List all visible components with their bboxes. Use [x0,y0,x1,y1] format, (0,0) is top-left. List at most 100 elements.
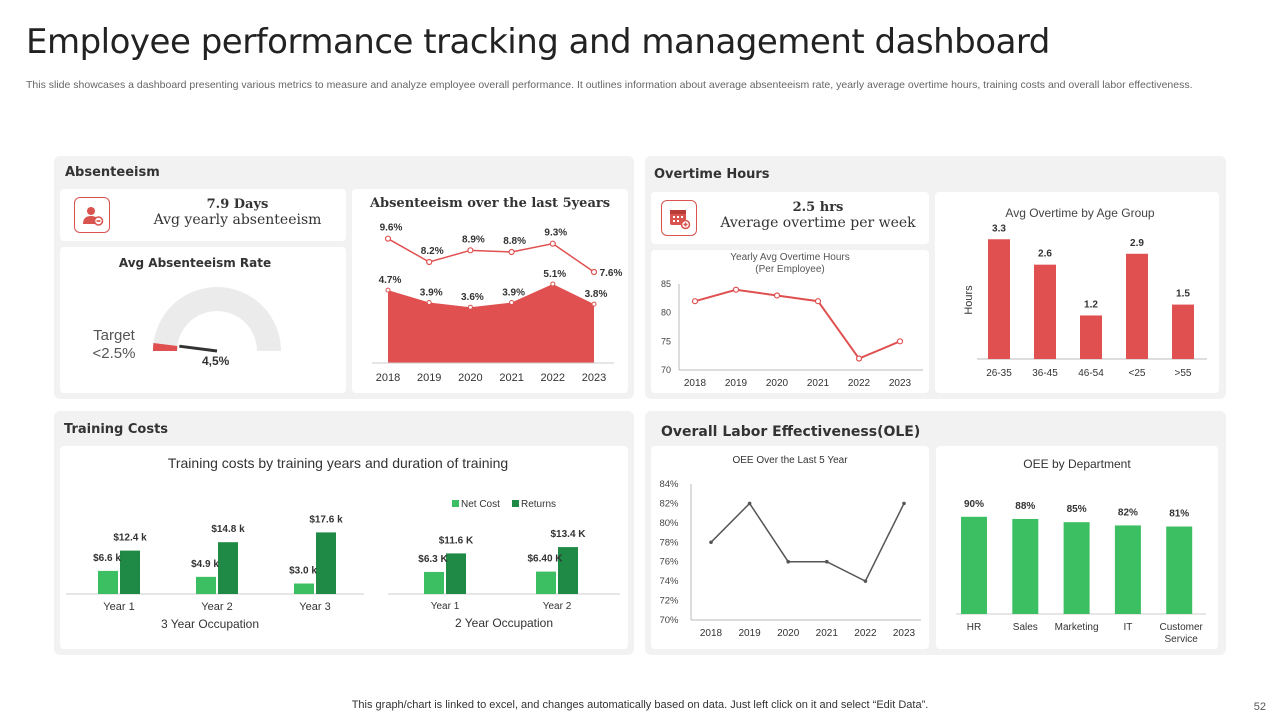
x-tick-label: Sales [1013,622,1038,633]
absenteeism-gauge-card: Avg Absenteeism Rate Target <2.5% 4,5% [60,247,346,393]
bar-data-label: 90% [964,499,984,510]
x-tick-label: 2021 [816,628,839,639]
overtime-kpi-label: Average overtime per week [720,215,916,231]
page-subtitle: This slide showcases a dashboard present… [26,79,1193,91]
training-panel: Training Costs Training costs by trainin… [54,411,634,655]
x-tick-label: IT [1123,622,1132,633]
x-tick-label: 2020 [766,378,789,389]
overtime-point [896,338,904,345]
overtime-kpi-value: 2.5 hrs [792,200,844,215]
x-tick-label: 2020 [777,628,800,639]
net-cost-label: $3.0 k [289,566,317,577]
dept-bar [1166,526,1193,614]
absenteeism-panel: Absenteeism 7.9 Days Avg yearly absentee… [54,156,634,399]
area-data-label: 3.6% [461,292,484,303]
net-cost-bar [98,570,118,594]
footer-note: This graph/chart is linked to excel, and… [351,699,929,711]
x-tick-label: 2021 [499,372,523,384]
y-tick-label: 72% [659,596,679,607]
page-number: 52 [1253,701,1266,713]
absenteeism-line [387,238,595,273]
x-tick-label: Year 2 [543,601,572,612]
line-data-label: 8.8% [503,236,526,247]
oee-point [863,579,868,583]
area-point [467,304,473,310]
x-tick-label: 26-35 [986,368,1012,379]
gauge-needle [179,344,218,353]
y-tick-label: 80 [661,308,671,318]
ole-panel: Overall Labor Effectiveness(OLE) OEE Ove… [645,411,1226,655]
x-tick-label: Customer [1160,622,1204,633]
x-tick-label: 2023 [893,628,916,639]
y-tick-label: 78% [659,537,679,548]
returns-bar [218,542,238,594]
area-data-label: 3.9% [502,288,525,299]
absenteeism-gauge [152,287,281,353]
x-tick-label: Year 2 [201,601,232,613]
page-title: Employee performance tracking and manage… [26,22,1050,62]
oee-dept-card: OEE by Department 90% HR 88% Sales 85% Market… [936,446,1218,649]
y-tick-label: 75 [661,336,671,346]
returns-bar [316,532,336,594]
training-2yr-label: 2 Year Occupation [454,616,554,630]
yearly-overtime-title: Yearly Avg Overtime Hours (Per Employee) [651,252,929,276]
net-cost-bar [196,576,216,594]
bar-data-label: 85% [1067,504,1087,515]
oee-point [709,540,713,545]
area-data-label: 4.7% [379,275,402,286]
y-tick-label: 82% [659,498,679,509]
yearly-overtime-title-line1: Yearly Avg Overtime Hours [730,252,850,263]
oee-point [786,559,790,564]
y-tick-label: 70% [659,615,679,626]
dept-bar [961,516,987,614]
yearly-overtime-card: Yearly Avg Overtime Hours (Per Employee)… [651,250,929,393]
line-point [384,235,392,242]
x-tick-label: Year 1 [431,601,460,612]
y-tick-label: 76% [659,557,679,568]
area-point [591,301,597,307]
bar-data-label: 2.9 [1130,238,1144,249]
x-tick-label: >55 [1175,368,1192,379]
dept-bar [1114,525,1141,614]
age-bar [988,239,1010,359]
line-data-label: 8.9% [462,234,485,245]
x-tick-label: <25 [1129,368,1146,379]
net-cost-bar [536,571,556,594]
oee-point [747,501,752,506]
line-data-label: 9.6% [380,223,403,234]
y-tick-label: 70 [661,365,671,375]
oee-dept-chart: 90% HR 88% Sales 85% Marketing 82% IT 81% Custome… [956,499,1206,645]
bar-data-label: 2.6 [1038,249,1052,260]
oee-point [902,501,906,506]
x-tick-label: Year 3 [299,601,330,613]
y-tick-label: 85 [661,279,671,289]
bar-data-label: 1.2 [1084,299,1098,310]
x-tick-label: 2018 [376,372,400,384]
absenteeism-kpi-value: 7.9 Days [206,197,269,212]
returns-label: $12.4 k [113,533,147,544]
bar-data-label: 1.5 [1176,289,1190,300]
returns-bar [558,547,578,594]
net-cost-bar [424,571,444,594]
absenteeism-kpi-card: 7.9 Days Avg yearly absenteeism [60,189,346,241]
overtime-age-title: Avg Overtime by Age Group [1005,206,1155,220]
absenteeism-trend-card: Absenteeism over the last 5years 4.7% 3.9… [352,189,628,393]
dept-bar [1063,522,1090,614]
calendar-add-icon [661,200,697,236]
x-tick-label: 2018 [700,628,723,639]
line-point [549,240,556,247]
gauge-target-label: Target <2.5% [92,327,136,362]
x-tick-label: 2021 [807,378,830,389]
age-bar [1126,253,1148,359]
x-tick-label: 36-45 [1032,368,1058,379]
overtime-age-card: Avg Overtime by Age Group Hours 3.3 26-35 2… [935,192,1219,393]
bar-data-label: 88% [1015,501,1035,512]
y-tick-label: 84% [659,479,679,490]
returns-label: $14.8 k [211,524,245,535]
bar-data-label: 82% [1118,507,1138,518]
training-card: Training costs by training years and dur… [60,446,628,649]
x-tick-label: 46-54 [1078,368,1104,379]
bar-data-label: 81% [1169,509,1189,520]
area-data-label: 3.9% [420,288,443,299]
line-data-label: 9.3% [544,228,567,239]
